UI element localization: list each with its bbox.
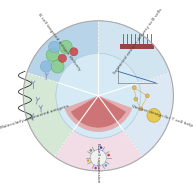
Circle shape [107,154,110,156]
Circle shape [134,97,138,101]
Circle shape [145,94,149,98]
Text: Molecularly engineered antigens: Molecularly engineered antigens [0,104,69,129]
Circle shape [94,167,97,169]
Circle shape [147,108,161,122]
Wedge shape [123,73,173,156]
Circle shape [59,40,72,53]
Text: B cell targeted antigen delivery: B cell targeted antigen delivery [37,12,81,71]
Circle shape [40,61,52,72]
Circle shape [90,149,92,152]
Text: B cell suppression: B cell suppression [96,143,100,182]
Wedge shape [71,96,126,128]
Circle shape [100,146,102,149]
Circle shape [90,150,107,166]
Bar [119,44,154,49]
Wedge shape [23,73,73,156]
Wedge shape [54,130,142,171]
Wedge shape [98,21,170,83]
Wedge shape [27,21,98,83]
Text: Vaccine design for T cell help: Vaccine design for T cell help [131,105,193,128]
Circle shape [70,48,78,56]
Circle shape [105,164,107,167]
Wedge shape [64,96,132,132]
Circle shape [58,54,67,62]
Circle shape [139,107,143,111]
Circle shape [51,60,64,73]
Circle shape [132,86,136,90]
Circle shape [46,49,59,62]
Circle shape [87,159,89,162]
Wedge shape [64,96,132,132]
Text: Sustained antigen delivery to B cells: Sustained antigen delivery to B cells [112,8,163,75]
Circle shape [56,53,141,138]
Circle shape [49,41,60,53]
